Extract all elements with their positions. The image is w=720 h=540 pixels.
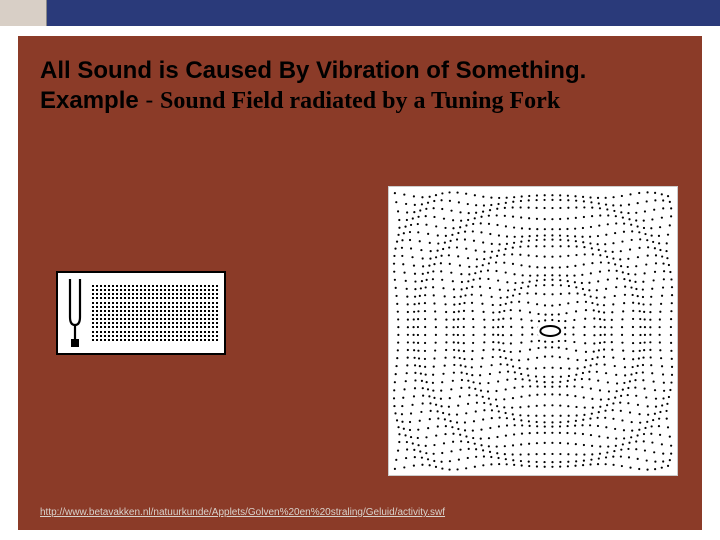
wave-line [92,322,218,324]
wave-line [92,318,218,320]
wave-line [92,297,218,299]
wave-line [92,285,218,287]
slide-title: All Sound is Caused By Vibration of Some… [40,56,680,116]
sound-field-panel [388,186,678,476]
title-line-1: All Sound is Caused By Vibration of Some… [40,57,586,84]
wave-line [92,293,218,295]
slide-body: All Sound is Caused By Vibration of Some… [18,36,702,530]
wave-line [92,289,218,291]
window-title-bar [0,0,720,26]
particle-field-svg [389,187,677,475]
wave-line [92,302,218,304]
title-subtitle: Sound Field radiated by a Tuning Fork [160,88,560,114]
tuning-fork-icon [64,277,86,349]
wave-line [92,331,218,333]
wave-line [92,314,218,316]
title-dash: - [139,87,160,114]
wave-line [92,326,218,328]
source-link[interactable]: http://www.betavakken.nl/natuurkunde/App… [40,507,445,518]
tuning-fork-waves [92,285,218,341]
wave-line [92,310,218,312]
example-label: Example [40,87,139,114]
wave-line [92,339,218,341]
wave-line [92,306,218,308]
tuning-fork-panel [56,271,226,355]
wave-line [92,335,218,337]
